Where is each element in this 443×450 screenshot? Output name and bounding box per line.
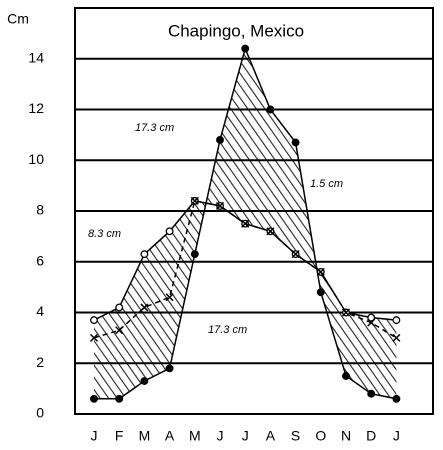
point-marker <box>89 333 99 342</box>
point-marker <box>367 318 376 327</box>
point-marker <box>190 250 199 259</box>
point-marker <box>90 316 98 325</box>
x-tick-label: F <box>115 428 124 444</box>
y-tick-label: 12 <box>28 100 44 116</box>
point-marker <box>392 333 401 342</box>
point-marker <box>367 313 376 322</box>
point-marker <box>316 267 325 276</box>
x-tick-label: M <box>189 428 201 444</box>
point-marker <box>241 44 250 53</box>
y-tick-label: 4 <box>36 303 44 319</box>
point-marker <box>266 227 275 236</box>
y-axis-label: Cm <box>7 11 29 27</box>
point-marker <box>140 303 149 312</box>
chart-title: Chapingo, Mexico <box>168 21 304 40</box>
x-tick-label: J <box>393 428 400 444</box>
x-tick-label: D <box>366 428 376 444</box>
x-tick-label: N <box>341 428 351 444</box>
y-tick-label: 0 <box>36 405 44 421</box>
point-marker <box>165 227 174 236</box>
annotation-bg <box>206 322 254 338</box>
point-marker <box>316 288 325 297</box>
point-marker <box>190 196 199 205</box>
point-marker <box>367 389 376 398</box>
point-marker <box>140 250 149 259</box>
point-marker <box>216 135 224 144</box>
annotation: 8.3 cm <box>88 228 121 240</box>
x-tick-label: J <box>217 428 224 444</box>
y-tick-label: 14 <box>28 49 44 65</box>
annotation-bg <box>308 176 356 192</box>
annotation: 17.3 cm <box>135 122 174 134</box>
point-marker <box>291 250 300 259</box>
point-marker <box>241 219 250 228</box>
point-marker <box>115 394 124 403</box>
x-tick-label: J <box>242 428 249 444</box>
point-marker <box>115 326 124 335</box>
annotation-bg <box>86 226 134 242</box>
x-tick-label: J <box>91 428 98 444</box>
annotation: 17.3 cm <box>208 324 247 336</box>
x-tick-label: A <box>266 428 276 444</box>
point-marker <box>266 105 275 114</box>
point-marker <box>140 377 149 385</box>
x-tick-label: S <box>291 428 300 444</box>
y-tick-label: 6 <box>36 252 44 268</box>
y-tick-label: 10 <box>28 151 44 167</box>
x-tick-label: M <box>139 428 151 444</box>
point-marker <box>165 293 174 302</box>
point-marker <box>392 394 401 403</box>
x-tick-label: A <box>165 428 175 444</box>
point-marker <box>165 364 174 373</box>
annotation: 1.5 cm <box>310 178 343 190</box>
point-marker <box>341 308 351 317</box>
point-marker <box>291 138 300 147</box>
point-marker <box>342 371 350 380</box>
y-tick-label: 8 <box>36 202 44 218</box>
annotation-bg <box>133 120 181 136</box>
y-tick-label: 2 <box>36 354 44 370</box>
point-marker <box>115 303 124 312</box>
x-tick-label: O <box>315 428 326 444</box>
point-marker <box>215 201 225 210</box>
point-marker <box>90 394 98 403</box>
point-marker <box>392 316 401 325</box>
